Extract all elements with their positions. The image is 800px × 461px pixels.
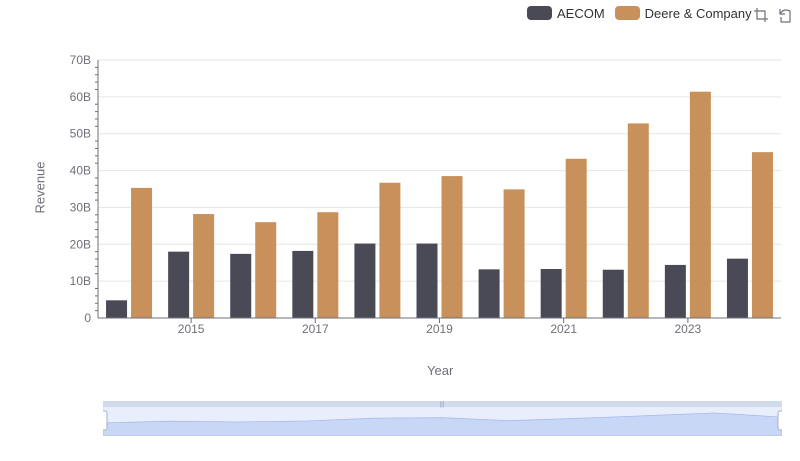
y-tick-label: 30B — [70, 200, 91, 214]
legend-swatch-aecom — [527, 6, 552, 20]
data-zoom-slider[interactable]: ||| — [99, 400, 786, 437]
y-axis-ticks: 0 10B 20B 30B 40B 50B 60B 70B — [70, 53, 99, 325]
y-tick-label: 40B — [70, 164, 91, 178]
bar-aecom-2024[interactable] — [726, 258, 748, 318]
bar-aecom-2017[interactable] — [292, 250, 314, 318]
bar-deere-2022[interactable] — [627, 123, 649, 318]
y-tick-label: 10B — [70, 274, 91, 288]
y-tick-label: 70B — [70, 53, 91, 67]
bar-deere-2020[interactable] — [503, 189, 525, 318]
restore-icon[interactable] — [776, 6, 794, 24]
zoom-handle-right[interactable] — [777, 410, 786, 431]
bar-deere-2017[interactable] — [317, 212, 339, 318]
bar-aecom-2022[interactable] — [602, 269, 624, 318]
x-tick-label: 2017 — [302, 322, 329, 336]
x-tick-label: 2019 — [426, 322, 453, 336]
legend-label-deere: Deere & Company — [644, 5, 752, 21]
bar-aecom-2023[interactable] — [664, 264, 686, 318]
bar-aecom-2020[interactable] — [478, 269, 500, 318]
zoom-grip-icon: ||| — [440, 402, 445, 408]
legend-label-aecom: AECOM — [557, 5, 605, 21]
x-axis: 2015 2017 2019 2021 2023 — [98, 317, 781, 336]
toolbox — [746, 6, 794, 24]
x-axis-title: Year — [427, 363, 454, 378]
zoom-handle-left[interactable] — [99, 410, 108, 431]
bar-aecom-2019[interactable] — [416, 243, 438, 318]
y-tick-label: 50B — [70, 127, 91, 141]
y-tick-label: 0 — [84, 311, 91, 325]
bar-aecom-2018[interactable] — [354, 243, 376, 318]
bar-aecom-2014[interactable] — [106, 300, 128, 318]
legend-swatch-deere — [614, 6, 640, 20]
bar-deere-2024[interactable] — [751, 152, 773, 318]
bar-aecom-2016[interactable] — [230, 253, 252, 318]
x-tick-label: 2021 — [550, 322, 577, 336]
bar-deere-2014[interactable] — [131, 187, 153, 318]
zoom-preview-area — [102, 412, 783, 437]
legend: AECOM Deere & Company — [527, 4, 762, 22]
bar-deere-2016[interactable] — [255, 222, 277, 318]
x-tick-label: 2015 — [178, 322, 205, 336]
zoom-icon[interactable] — [752, 6, 770, 24]
bar-deere-2019[interactable] — [441, 176, 463, 318]
y-tick-label: 20B — [70, 237, 91, 251]
bar-aecom-2021[interactable] — [540, 268, 562, 318]
x-tick-label: 2023 — [675, 322, 702, 336]
bar-aecom-2015[interactable] — [168, 251, 190, 318]
zoom-handle-bar[interactable] — [103, 401, 782, 407]
bar-deere-2021[interactable] — [565, 158, 587, 318]
bar-deere-2015[interactable] — [193, 214, 215, 318]
legend-item-aecom[interactable]: AECOM — [527, 6, 605, 21]
legend-item-deere[interactable]: Deere & Company — [614, 5, 752, 21]
bar-deere-2023[interactable] — [689, 91, 711, 318]
y-axis-title: Revenue — [32, 161, 48, 214]
bar-deere-2018[interactable] — [379, 182, 401, 318]
y-tick-label: 60B — [70, 90, 91, 104]
bars — [106, 91, 773, 318]
